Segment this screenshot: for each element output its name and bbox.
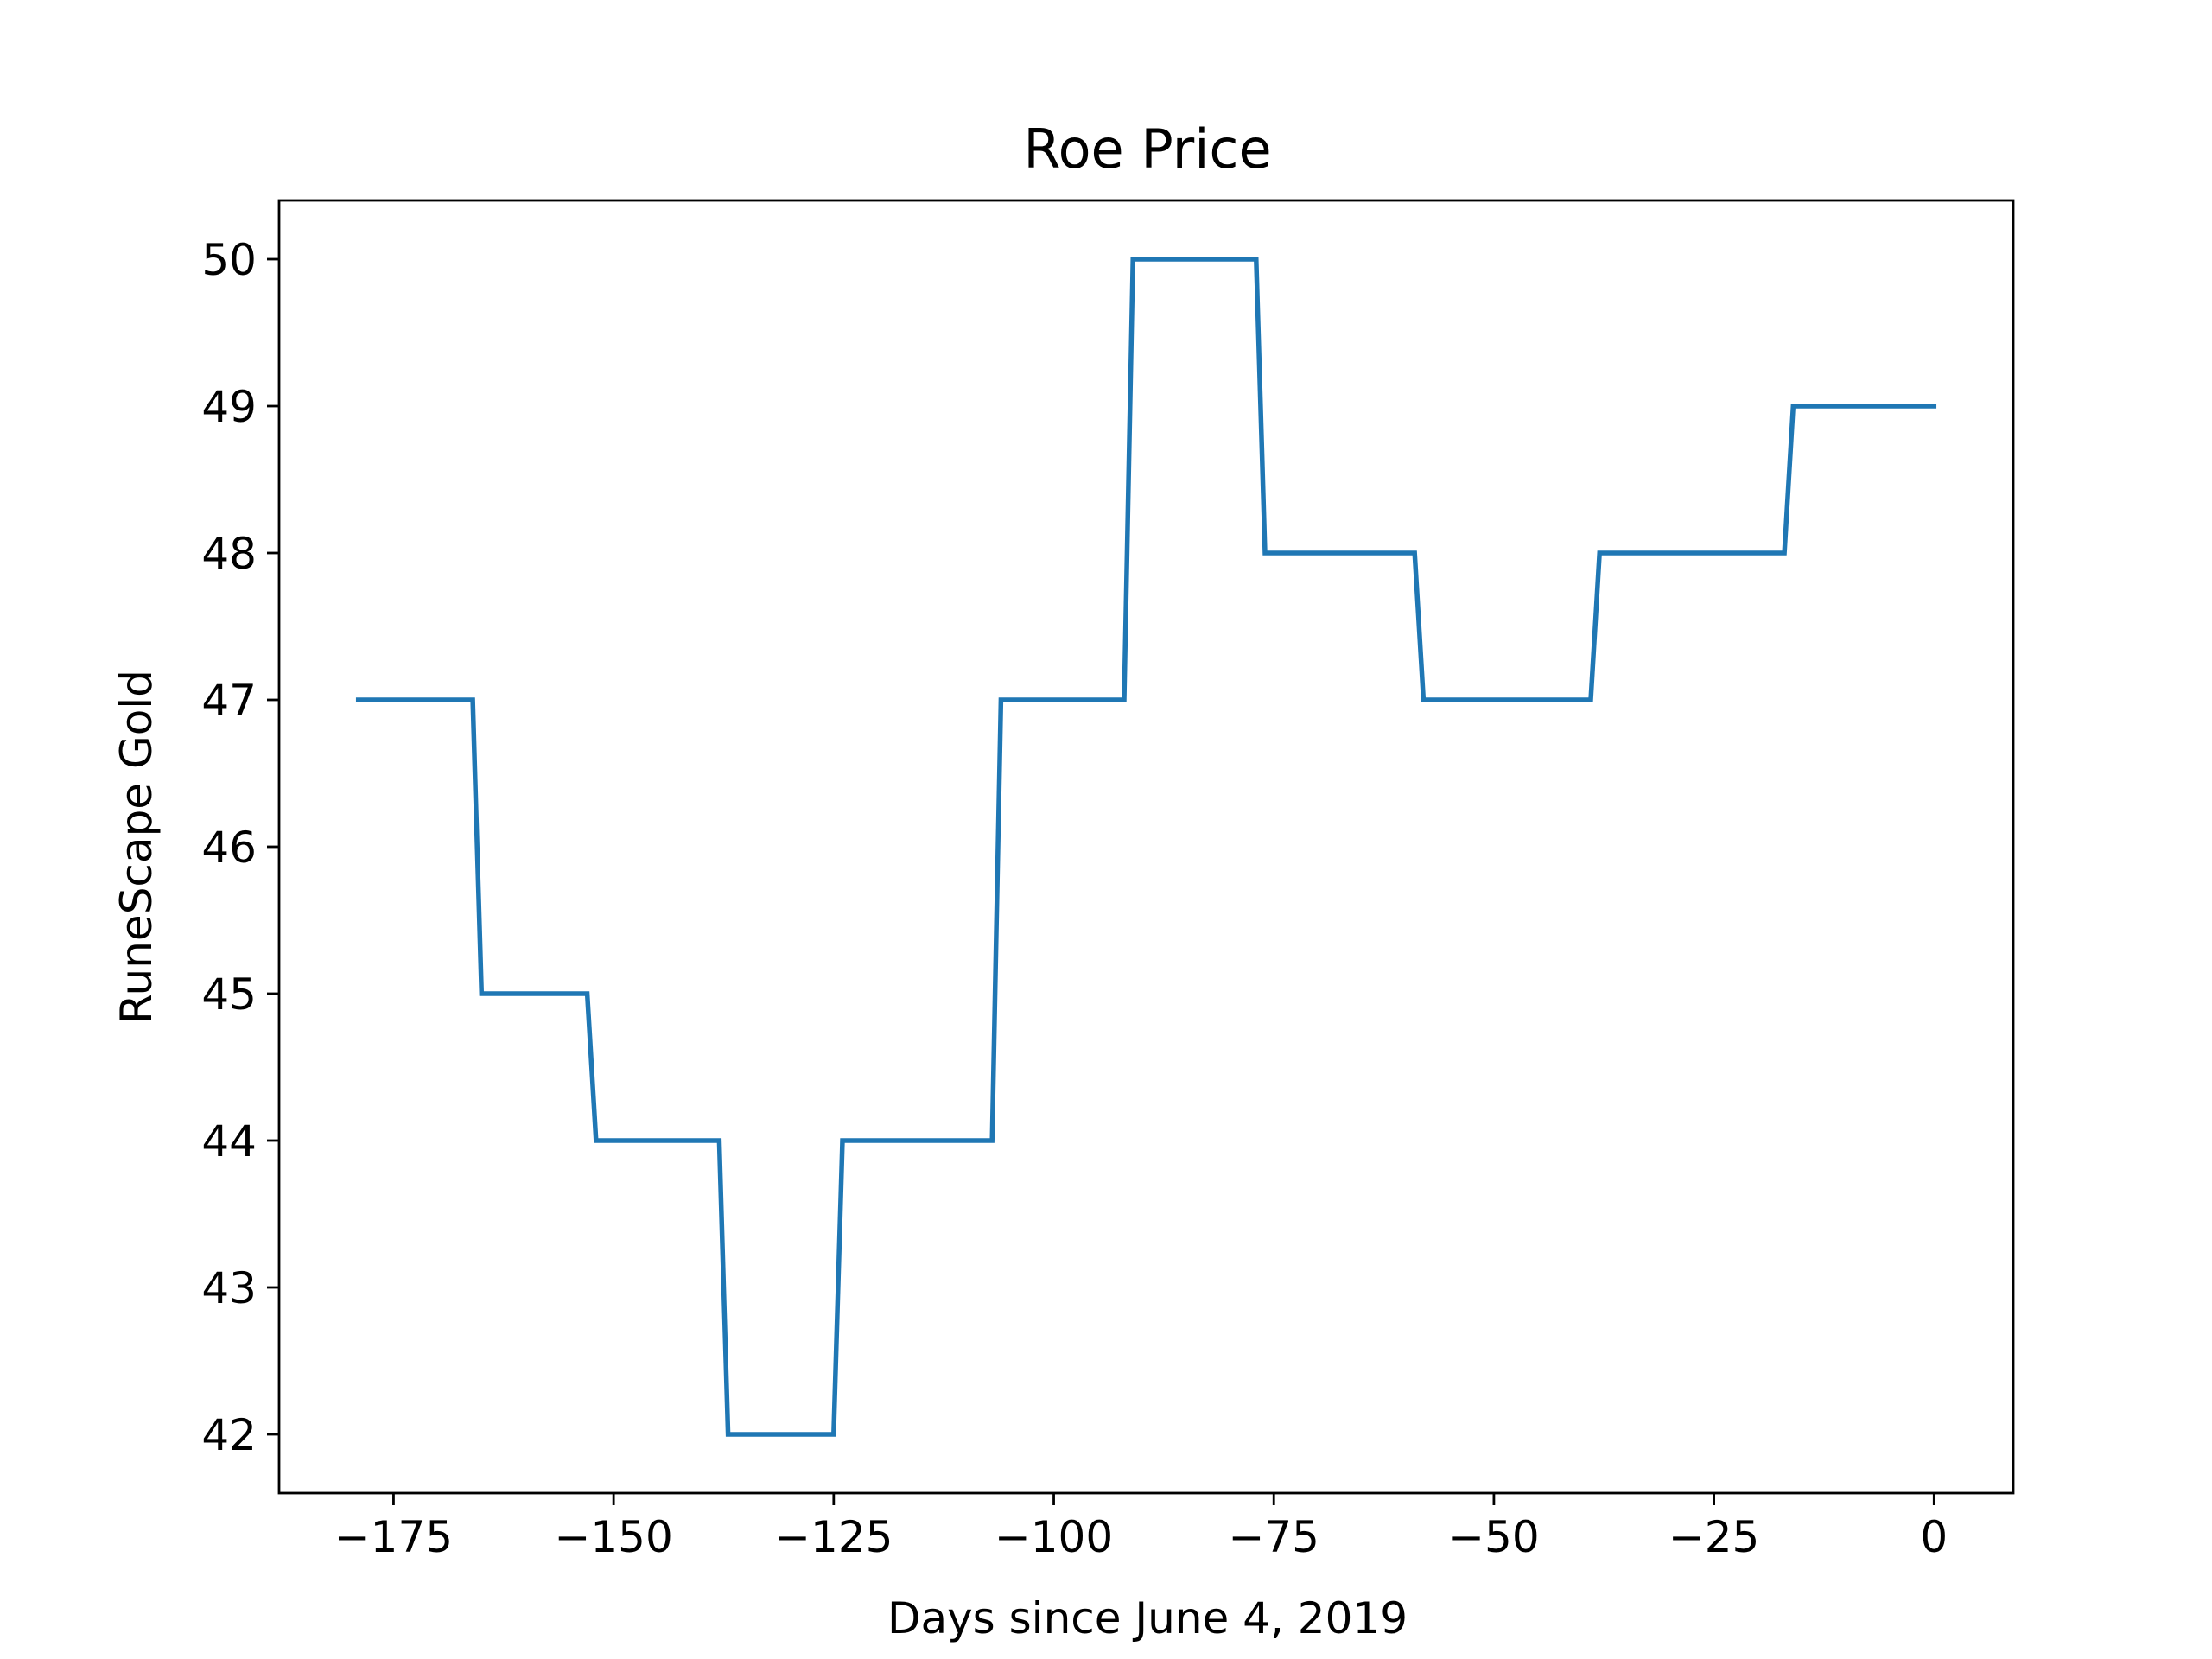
plot-area: −175 −150 −125 −100 −75 −50 −25 0 42 43 44 45 46 47 48…	[201, 199, 2015, 1562]
y-tick-label: 50	[201, 235, 257, 285]
chart-title: Roe Price	[1023, 118, 1271, 181]
y-tick-label: 43	[201, 1263, 257, 1313]
y-tick-label: 47	[201, 676, 257, 726]
x-tick-label: −100	[995, 1512, 1113, 1562]
series-line-0	[355, 257, 1937, 1437]
y-tick-label: 48	[201, 529, 257, 579]
y-tick-label: 42	[201, 1410, 257, 1460]
x-tick-label: −175	[334, 1512, 453, 1562]
x-tick-label: 0	[1920, 1512, 1948, 1562]
x-tick-label: −50	[1448, 1512, 1540, 1562]
x-tick-label: −150	[554, 1512, 672, 1562]
y-axis-label: RuneScape Gold	[111, 670, 162, 1024]
y-tick-label: 45	[201, 969, 257, 1020]
y-tick-label: 46	[201, 823, 257, 873]
y-tick-label: 44	[201, 1116, 257, 1166]
x-tick-label: −125	[774, 1512, 893, 1562]
y-tick-label: 49	[201, 382, 257, 432]
x-tick-label: −75	[1228, 1512, 1319, 1562]
x-tick-label: −25	[1669, 1512, 1760, 1562]
x-axis-label: Days since June 4, 2019	[887, 1593, 1408, 1643]
